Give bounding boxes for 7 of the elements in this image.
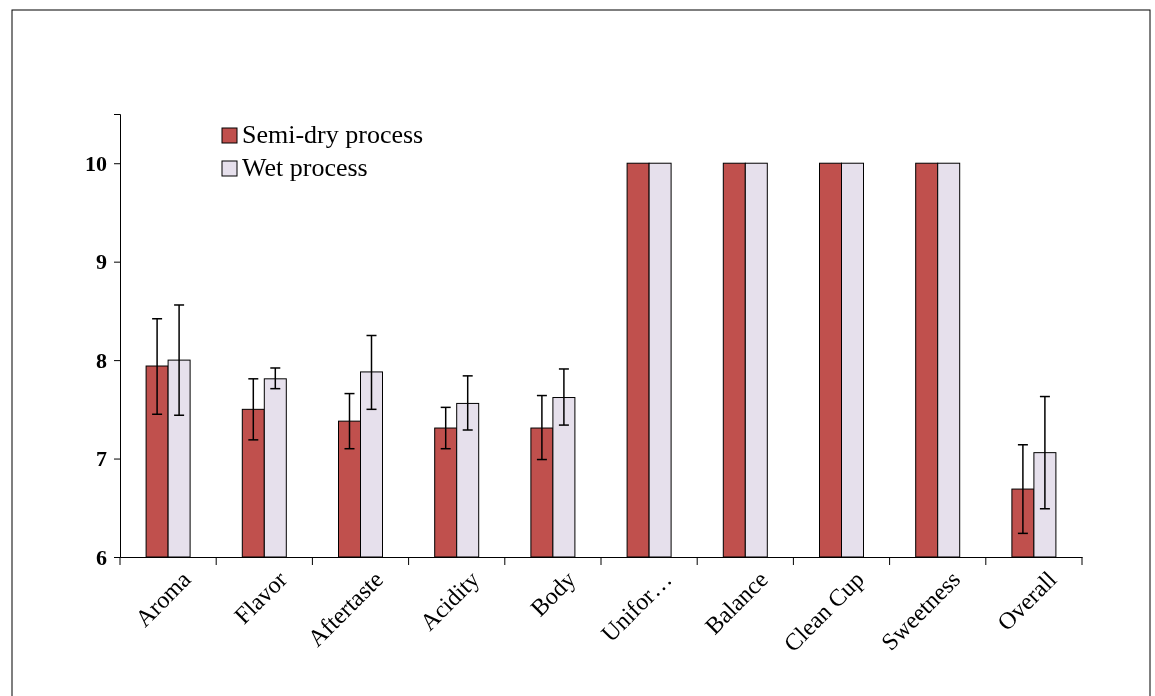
y-tick-label: 9: [96, 249, 107, 275]
y-tick-label: 7: [96, 446, 107, 472]
legend-label: Semi-dry process: [242, 120, 424, 149]
y-tick-label: 10: [85, 150, 107, 176]
y-tick-label: 8: [96, 347, 107, 373]
legend-label: Wet process: [242, 153, 368, 182]
y-tick-label: 6: [96, 544, 107, 570]
